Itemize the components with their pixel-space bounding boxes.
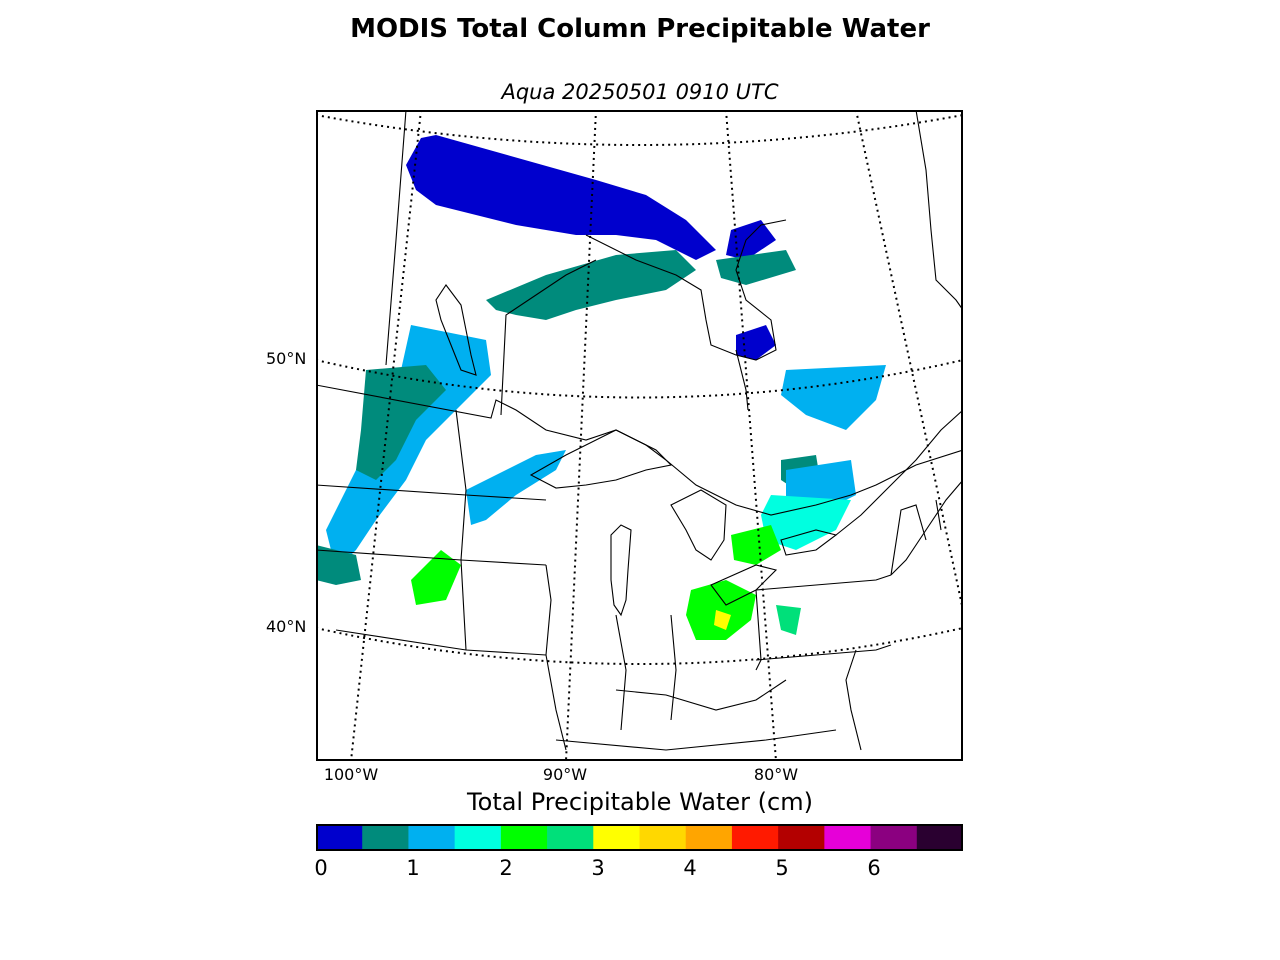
meridian-100w xyxy=(350,110,422,761)
colorbar-title: Total Precipitable Water (cm) xyxy=(467,788,813,816)
chart-title: MODIS Total Column Precipitable Water xyxy=(350,14,930,44)
state-line-wi-il xyxy=(545,564,567,751)
canada-province-line-1 xyxy=(385,110,407,366)
state-line-oh-pa xyxy=(755,589,762,671)
map-frame xyxy=(316,110,963,761)
meridian-80w xyxy=(725,110,777,761)
lake-ontario xyxy=(780,529,838,556)
pw-region-green-erie xyxy=(686,580,756,640)
parallel-north xyxy=(316,114,963,146)
state-line-pa-ny xyxy=(755,574,892,591)
pw-region-cyan-ontario xyxy=(761,495,851,550)
meridian-90w xyxy=(565,110,597,761)
quebec-coast xyxy=(915,110,963,311)
pw-region-seagreen-ohio xyxy=(776,605,801,635)
pw-region-teal-southwest xyxy=(316,545,361,585)
lake-huron xyxy=(670,489,727,561)
colorbar-tick-2: 2 xyxy=(499,856,513,880)
colorbar-segment xyxy=(778,824,825,851)
us-canada-border xyxy=(316,384,963,516)
pw-region-lightblue-west xyxy=(326,325,491,570)
lake-erie xyxy=(710,564,778,606)
hudson-bay-coast xyxy=(585,219,787,361)
colorbar-segment xyxy=(547,824,594,851)
colorbar-segment xyxy=(870,824,918,851)
colorbar-segment xyxy=(500,824,548,851)
pw-field-layer xyxy=(316,135,886,640)
state-line-in-oh xyxy=(670,614,677,721)
map-panel xyxy=(316,110,963,761)
colorbar-segment xyxy=(824,824,872,851)
colorbar-segment xyxy=(593,824,640,851)
colorbar-tick-1: 1 xyxy=(406,856,420,880)
pw-region-teal-east xyxy=(716,250,796,285)
parallel-40n xyxy=(316,627,963,665)
colorbar-tick-6: 6 xyxy=(867,856,881,880)
pw-region-teal-band xyxy=(486,250,696,320)
canada-province-line-2 xyxy=(500,259,597,416)
manitoba-lake xyxy=(435,284,477,376)
lat-label-40n: 40°N xyxy=(266,617,307,636)
colorbar-segment xyxy=(639,824,687,851)
lon-label-100w: 100°W xyxy=(323,765,379,784)
st-lawrence-river xyxy=(835,409,963,536)
state-line-tn xyxy=(555,729,837,751)
pw-region-dark-blue-north xyxy=(406,135,716,260)
pw-region-green-southeast xyxy=(731,525,781,565)
state-line-il-in xyxy=(615,614,627,731)
pw-region-teal-west xyxy=(356,365,446,480)
chart-subtitle: Aqua 20250501 0910 UTC xyxy=(501,80,779,104)
atlantic-coast xyxy=(845,479,963,751)
parallel-50n xyxy=(316,359,963,399)
colorbar-segment xyxy=(362,824,409,851)
james-bay-coast xyxy=(735,349,749,411)
pw-region-yellow-ohio xyxy=(714,610,731,630)
colorbar-segment xyxy=(408,824,456,851)
colorbar-tick-5: 5 xyxy=(775,856,789,880)
lake-michigan xyxy=(610,524,632,617)
state-line-ky xyxy=(615,679,787,711)
pw-region-dark-blue-east xyxy=(726,220,776,260)
pw-region-lightblue-central xyxy=(466,450,566,525)
colorbar-segment xyxy=(316,824,363,851)
pw-region-green-plains xyxy=(411,550,461,605)
lon-label-90w: 90°W xyxy=(542,765,588,784)
pw-region-dark-blue-hudson xyxy=(736,325,776,360)
colorbar-segment xyxy=(685,824,733,851)
pw-region-lightblue-northeast xyxy=(781,365,886,430)
colorbar xyxy=(316,824,963,851)
lat-label-50n: 50°N xyxy=(266,349,307,368)
graticule xyxy=(316,110,963,761)
state-line-pa-south xyxy=(755,644,892,661)
map-boundaries xyxy=(316,110,963,751)
state-line-mn-wi xyxy=(455,409,467,651)
colorbar-segment xyxy=(731,824,779,851)
colorbar-segment xyxy=(454,824,502,851)
meridian-70w xyxy=(855,110,963,611)
new-england-lines xyxy=(890,499,942,576)
colorbar-frame xyxy=(316,824,963,851)
colorbar-tick-0: 0 xyxy=(314,856,328,880)
colorbar-tick-3: 3 xyxy=(591,856,605,880)
colorbar-tick-4: 4 xyxy=(683,856,697,880)
colorbar-segment xyxy=(916,824,963,851)
lon-label-80w: 80°W xyxy=(753,765,799,784)
